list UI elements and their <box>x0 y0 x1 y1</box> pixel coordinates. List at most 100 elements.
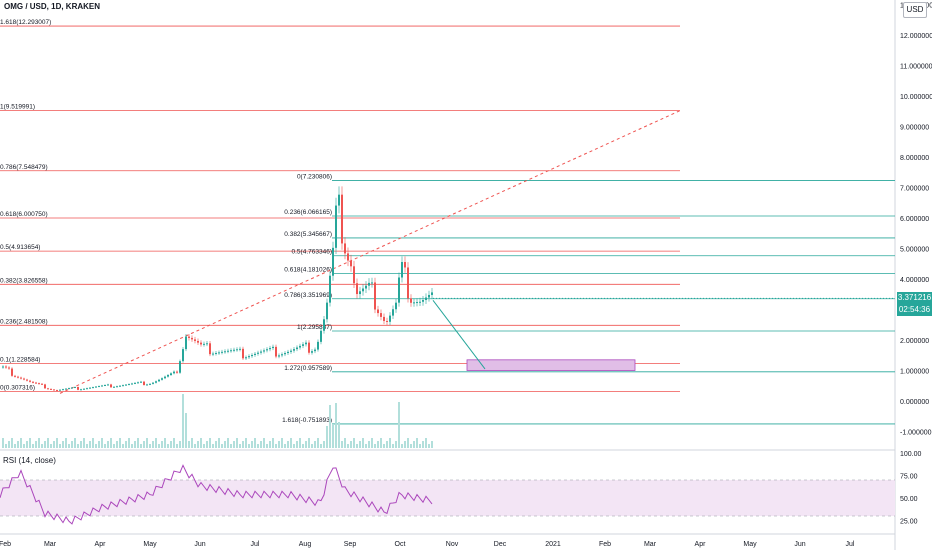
fib-left-label: 0(0.307316) <box>0 385 35 392</box>
time-tick-label: 2021 <box>545 541 561 548</box>
candle-body <box>47 388 49 390</box>
volume-bar <box>47 438 49 448</box>
volume-bar <box>59 444 61 448</box>
price-tick-label: 0.000000 <box>900 399 929 406</box>
candle-body <box>68 388 70 390</box>
time-tick-label: Sep <box>344 541 357 548</box>
candle-body <box>56 390 58 392</box>
candle-body <box>362 288 364 292</box>
volume-bar <box>215 441 217 448</box>
candle-body <box>2 366 4 368</box>
volume-bar <box>221 444 223 448</box>
candle-body <box>50 388 52 390</box>
candle-body <box>374 282 376 310</box>
candle-body <box>125 384 127 386</box>
candle-body <box>95 386 97 388</box>
volume-bar <box>323 441 325 448</box>
volume-bar <box>71 441 73 448</box>
candle-body <box>158 379 160 382</box>
volume-bar <box>26 441 28 448</box>
candle-body <box>65 388 67 390</box>
volume-bar <box>272 438 274 448</box>
volume-bar <box>368 441 370 448</box>
candle-body <box>311 351 313 353</box>
volume-bar <box>74 438 76 448</box>
volume-bar <box>158 444 160 448</box>
candle-body <box>182 349 184 362</box>
volume-bar <box>194 444 196 448</box>
price-tick-label: 6.000000 <box>900 216 929 223</box>
candle-body <box>113 386 115 388</box>
volume-bar <box>365 444 367 448</box>
candle-body <box>167 375 169 377</box>
time-tick-label: Apr <box>695 541 707 548</box>
candle-body <box>77 387 79 390</box>
rsi-tick-label: 75.00 <box>900 474 918 481</box>
candle-body <box>242 348 244 359</box>
volume-bar <box>302 444 304 448</box>
fib-left-label: 0.382(3.826558) <box>0 277 48 284</box>
volume-bar <box>32 444 34 448</box>
candle-body <box>356 283 358 295</box>
currency-badge[interactable]: USD <box>903 2 927 18</box>
volume-bar <box>104 444 106 448</box>
projection-line <box>432 300 486 370</box>
candle-body <box>89 387 91 389</box>
time-tick-label: Jun <box>794 541 805 548</box>
volume-bar <box>293 444 295 448</box>
volume-bar <box>101 438 103 448</box>
candle-body <box>83 388 85 390</box>
volume-bar <box>14 444 16 448</box>
candle-body <box>410 298 412 303</box>
candle-body <box>32 381 34 383</box>
candle-body <box>401 261 403 278</box>
candle-body <box>26 379 28 381</box>
volume-bar <box>29 438 31 448</box>
time-tick-label: Jul <box>251 541 260 548</box>
volume-bar <box>320 444 322 448</box>
price-tick-label: 12.000000 <box>900 33 932 40</box>
volume-bar <box>119 438 121 448</box>
time-tick-label: Apr <box>95 541 107 548</box>
volume-bar <box>8 441 10 448</box>
candle-body <box>248 356 250 358</box>
candle-body <box>62 389 64 391</box>
candle-body <box>200 342 202 345</box>
rsi-band <box>0 480 895 516</box>
candle-body <box>134 382 136 384</box>
candle-body <box>383 316 385 321</box>
candle-body <box>131 383 133 385</box>
candle-body <box>305 342 307 345</box>
last-price-tag: 3.371216 02:54:36 <box>897 292 932 316</box>
volume-bar <box>386 441 388 448</box>
candle-body <box>245 357 247 359</box>
volume-bar <box>230 444 232 448</box>
volume-bar <box>314 441 316 448</box>
candle-body <box>347 253 349 261</box>
candle-body <box>23 378 25 380</box>
fib-left-label: 1.618(12.293007) <box>0 19 51 26</box>
candle-body <box>152 382 154 384</box>
candle-body <box>185 336 187 350</box>
candle-body <box>17 376 19 378</box>
time-tick-label: Jun <box>194 541 205 548</box>
volume-bar <box>419 444 421 448</box>
volume-bar <box>233 441 235 448</box>
volume-bar <box>260 441 262 448</box>
candle-body <box>59 389 61 391</box>
candle-body <box>359 291 361 295</box>
candle-body <box>422 300 424 302</box>
volume-bar <box>77 444 79 448</box>
volume-bar <box>422 441 424 448</box>
candle-body <box>206 343 208 345</box>
volume-bar <box>131 444 133 448</box>
candle-body <box>44 384 46 389</box>
volume-bar <box>62 441 64 448</box>
volume-bar <box>284 444 286 448</box>
volume-bar <box>389 438 391 448</box>
candle-body <box>116 386 118 388</box>
candle-body <box>197 340 199 343</box>
volume-bar <box>248 444 250 448</box>
candle-body <box>227 350 229 352</box>
